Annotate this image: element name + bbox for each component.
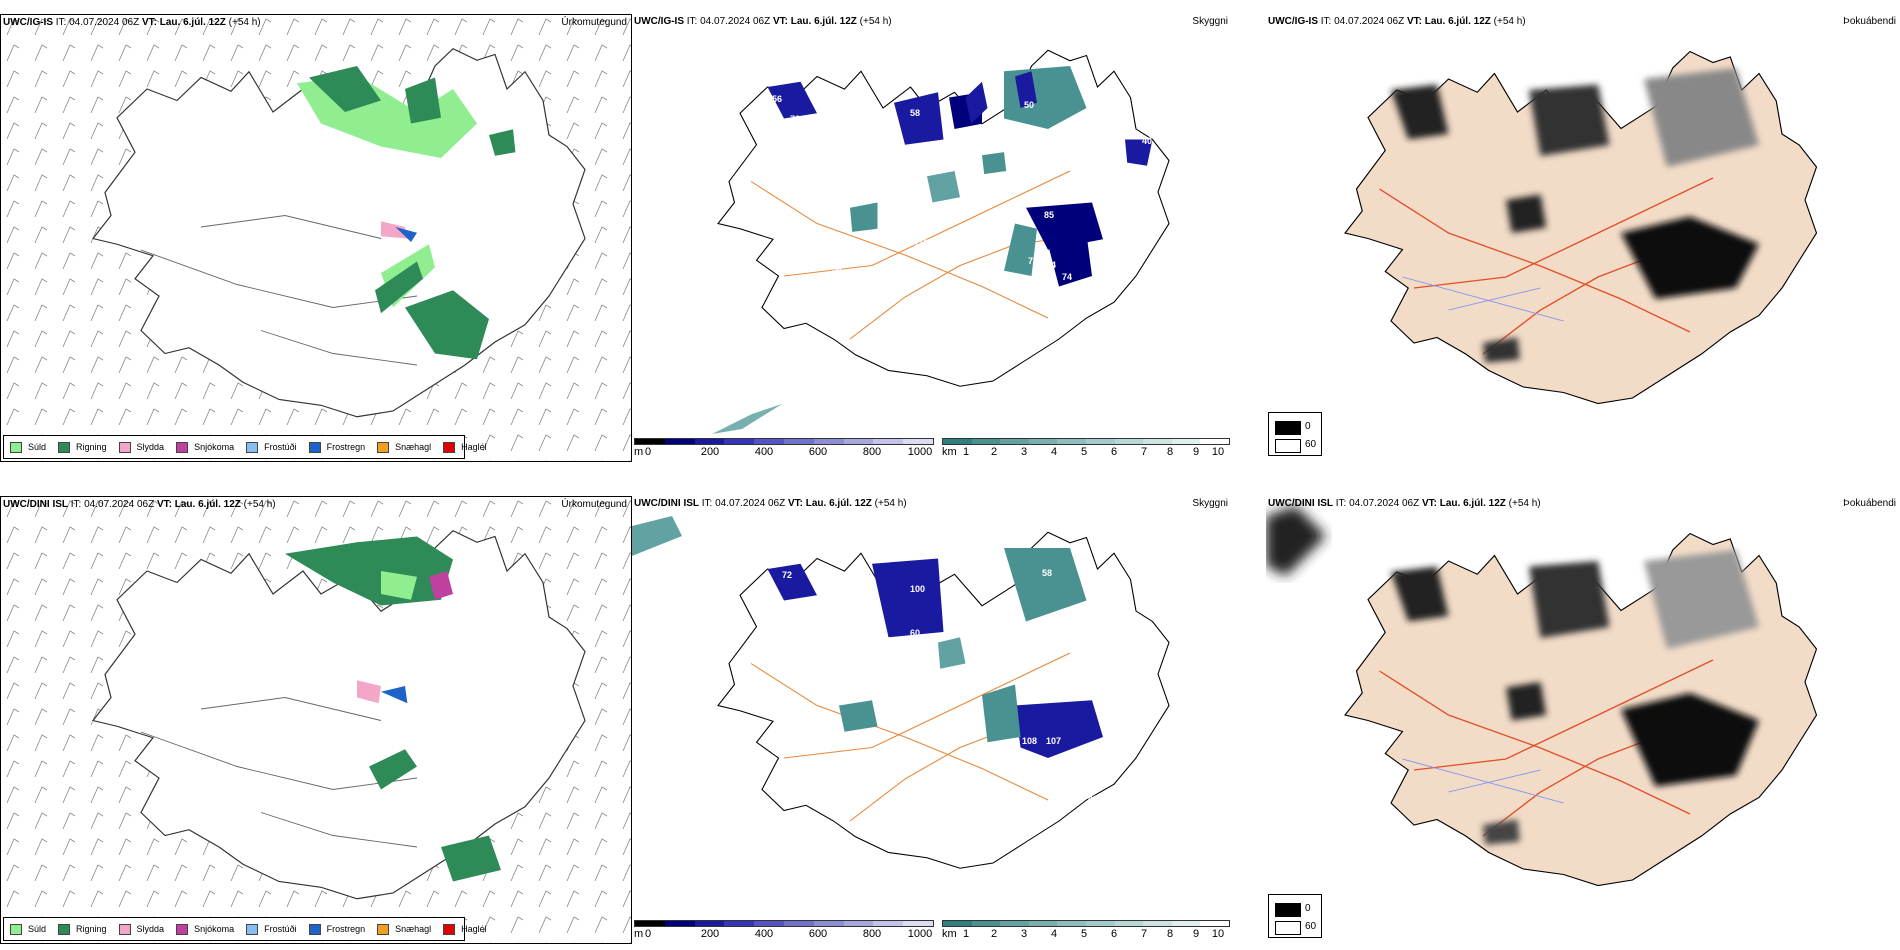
precip-type-title: Úrkomutegund — [561, 499, 627, 510]
fog-legend: 0 60 — [1268, 894, 1322, 938]
svg-text:72: 72 — [790, 114, 800, 124]
panel-header: UWC/DINI ISL IT: 04.07.2024 06Z VT: Lau.… — [3, 499, 276, 510]
svg-text:140: 140 — [1008, 656, 1023, 666]
svg-text:100: 100 — [910, 584, 925, 594]
fog-map-row2 — [1266, 496, 1900, 944]
lead-time: (+54 h) — [228, 17, 261, 28]
panel-header: UWC/IG-IS IT: 04.07.2024 06Z VT: Lau. 6.… — [634, 16, 892, 27]
svg-text:80: 80 — [1092, 750, 1102, 760]
it-value: 04.07.2024 06Z — [69, 17, 140, 28]
panel-header: UWC/IG-IS IT: 04.07.2024 06Z VT: Lau. 6.… — [1268, 16, 1526, 27]
svg-text:28: 28 — [932, 166, 942, 176]
svg-text:43: 43 — [1088, 794, 1098, 804]
svg-text:32: 32 — [1124, 304, 1134, 314]
fog-panel-row2: UWC/DINI ISL IT: 04.07.2024 06Z VT: Lau.… — [1266, 496, 1900, 944]
precip-type-map-row1 — [1, 15, 631, 461]
svg-text:58: 58 — [910, 108, 920, 118]
precip-type-map-row2 — [1, 497, 631, 943]
precip-type-panel-row1: UWC/IG-IS IT: 04.07.2024 06Z VT: Lau. 6.… — [0, 14, 632, 462]
svg-text:84: 84 — [1046, 260, 1056, 270]
svg-text:72: 72 — [782, 570, 792, 580]
precip-legend: Súld Rigning Slydda Snjókoma Frostúði Fr… — [3, 435, 487, 459]
visibility-colorbar: km 1 2 3 4 5 6 7 8 9 10 — [942, 438, 1232, 462]
svg-text:77: 77 — [1072, 794, 1082, 804]
precip-type-panel-row2: UWC/DINI ISL IT: 04.07.2024 06Z VT: Lau.… — [0, 496, 632, 944]
svg-text:67: 67 — [1182, 152, 1192, 162]
legend-item-sleet: Slydda — [118, 441, 164, 453]
snow-depth-labels: 56 72 58 50 75 64 67 40 67 33 28 31 85 1… — [772, 94, 1192, 346]
legend-swatch — [10, 441, 22, 453]
vt-value: Lau. 6.júl. 12Z — [159, 17, 226, 28]
svg-text:119: 119 — [914, 238, 929, 248]
fog-legend: 0 60 — [1268, 412, 1322, 456]
vt-label: VT: — [141, 17, 157, 28]
legend-item-snow: Snjókoma — [176, 441, 234, 453]
panel-header: UWC/DINI ISL IT: 04.07.2024 06Z VT: Lau.… — [1268, 498, 1541, 509]
legend-item-snow-pellets: Snæhagl — [377, 441, 431, 453]
km-unit: km — [942, 446, 957, 458]
svg-text:33: 33 — [1040, 134, 1050, 144]
svg-text:112: 112 — [1036, 778, 1051, 788]
snow-depth-labels: 72 100 60 102 21 58 154 140 95 108 107 8… — [782, 568, 1132, 804]
it-label: IT: — [55, 17, 67, 28]
svg-text:64: 64 — [1086, 118, 1096, 128]
panel-header: UWC/IG-IS IT: 04.07.2024 06Z VT: Lau. 6.… — [3, 17, 261, 28]
svg-text:108: 108 — [1022, 736, 1037, 746]
svg-text:114: 114 — [1014, 756, 1029, 766]
svg-text:34: 34 — [1072, 336, 1082, 346]
legend-item-rain: Rigning — [58, 441, 107, 453]
svg-text:85: 85 — [1044, 210, 1054, 220]
snow-height-colorbar: m 0 200 400 600 800 1000 — [634, 920, 939, 944]
snow-height-colorbar: m 0 200 400 600 800 1000 — [634, 438, 939, 462]
panel-header: UWC/DINI ISL IT: 04.07.2024 06Z VT: Lau.… — [634, 498, 907, 509]
precip-type-title: Úrkomutegund — [561, 17, 627, 28]
visibility-title: Skyggni — [1192, 498, 1228, 509]
svg-text:60: 60 — [910, 628, 920, 638]
svg-text:75: 75 — [1024, 124, 1034, 134]
svg-text:58: 58 — [1042, 568, 1052, 578]
svg-text:107: 107 — [1046, 736, 1061, 746]
svg-text:56: 56 — [772, 94, 782, 104]
svg-text:54: 54 — [832, 264, 842, 274]
svg-text:61: 61 — [1118, 744, 1128, 754]
svg-text:31: 31 — [910, 192, 920, 202]
svg-text:154: 154 — [1094, 618, 1109, 628]
precip-legend: Súld Rigning Slydda Snjókoma Frostúði Fr… — [3, 917, 487, 941]
legend-item-freezing-rain: Frostregn — [308, 441, 365, 453]
svg-text:105: 105 — [1012, 774, 1027, 784]
visibility-title: Skyggni — [1192, 16, 1228, 27]
snow-height-panel-row2: 72 100 60 102 21 58 154 140 95 108 107 8… — [632, 496, 1232, 944]
svg-text:40: 40 — [1142, 136, 1152, 146]
svg-text:50: 50 — [1024, 100, 1034, 110]
fog-title: Þokuábendi — [1843, 16, 1896, 27]
fog-title: Þokuábendi — [1843, 498, 1896, 509]
snow-height-map-row1: 56 72 58 50 75 64 67 40 67 33 28 31 85 1… — [712, 49, 1192, 434]
svg-text:21: 21 — [1122, 592, 1132, 602]
svg-text:102: 102 — [1098, 592, 1113, 602]
svg-text:77: 77 — [1028, 256, 1038, 266]
fog-panel-row1: UWC/IG-IS IT: 04.07.2024 06Z VT: Lau. 6.… — [1266, 14, 1900, 462]
visibility-colorbar: km 1 2 3 4 5 6 7 8 9 10 — [942, 920, 1232, 944]
legend-item-hail: Haglél — [443, 441, 487, 453]
height-unit: m — [634, 446, 644, 458]
snow-height-map-row2: 72 100 60 102 21 58 154 140 95 108 107 8… — [632, 516, 1170, 869]
svg-text:67: 67 — [1122, 116, 1132, 126]
legend-item-drizzle: Súld — [10, 441, 46, 453]
road-network — [750, 170, 1093, 340]
svg-text:74: 74 — [1062, 272, 1072, 282]
legend-item-freezing-drizzle: Frostúði — [246, 441, 297, 453]
svg-text:95: 95 — [1048, 692, 1058, 702]
model-name: UWC/IG-IS — [3, 17, 53, 28]
snow-height-panel-row1: 56 72 58 50 75 64 67 40 67 33 28 31 85 1… — [632, 14, 1232, 462]
svg-text:62: 62 — [1114, 262, 1124, 272]
fog-map-row1 — [1266, 14, 1900, 462]
